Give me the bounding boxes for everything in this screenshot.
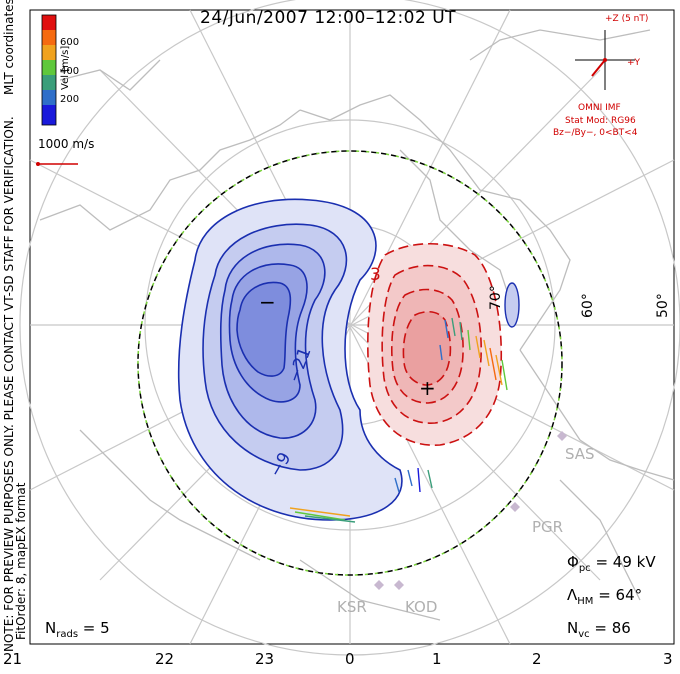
- site-label-ksr: KSR: [337, 598, 367, 616]
- vector-count: Nvc = 86: [567, 619, 631, 640]
- coastlines: [39, 29, 675, 621]
- site-label-pgr: PGR: [532, 518, 564, 536]
- latitude-label-60: 60°: [580, 293, 596, 318]
- velocity-vectors: [289, 317, 508, 523]
- mlt-label-21: 21: [3, 650, 23, 668]
- vector-scale-label: 1000 m/s: [38, 137, 95, 151]
- colorbar-tick: 600: [60, 37, 80, 48]
- small-negative-cell: [504, 282, 520, 328]
- imf-z-label: +Z (5 nT): [605, 14, 649, 24]
- imf-y-label: +Y: [627, 58, 641, 68]
- hm-boundary-latitude: ΛHM = 64°: [567, 586, 643, 607]
- mlt-label-22: 22: [155, 650, 175, 668]
- mlt-label-2: 2: [532, 650, 542, 668]
- potential-maximum-marker: +: [419, 376, 436, 400]
- imf-source: OMNI IMF: [578, 103, 621, 113]
- contour-label-3: 3: [370, 265, 381, 285]
- fit-order-label: FitOrder: 8, mapEX format: [14, 482, 28, 640]
- site-markers: [374, 431, 567, 590]
- coordinates-label: MLT coordinates: [2, 0, 16, 95]
- potential-minimum-marker: −: [259, 290, 276, 314]
- site-label-kod: KOD: [405, 598, 438, 616]
- dawn-cell: [367, 242, 503, 446]
- stat-model: Stat Mod: RG96: [565, 116, 636, 126]
- mlt-label-0: 0: [345, 650, 355, 668]
- colorbar: [41, 14, 57, 126]
- mlt-label-1: 1: [432, 650, 442, 668]
- latitude-label-50: 50°: [655, 293, 671, 318]
- site-label-sas: SAS: [565, 445, 595, 463]
- latitude-label-70: 70°: [488, 285, 504, 310]
- radar-count: Nrads = 5: [45, 619, 110, 640]
- imf-condition: Bz−/By−, 0<BT<4: [553, 128, 638, 138]
- cross-polar-potential: Φpc = 49 kV: [567, 553, 656, 574]
- map-frame: [29, 9, 675, 645]
- page-title: 24/Jun/2007 12:00–12:02 UT: [200, 8, 457, 28]
- mlt-label-23: 23: [255, 650, 275, 668]
- colorbar-tick: 200: [60, 94, 80, 105]
- imf-clock: [575, 30, 635, 90]
- dusk-cell: [177, 198, 403, 521]
- colorbar-tick: 400: [60, 66, 80, 77]
- mlt-label-3: 3: [663, 650, 673, 668]
